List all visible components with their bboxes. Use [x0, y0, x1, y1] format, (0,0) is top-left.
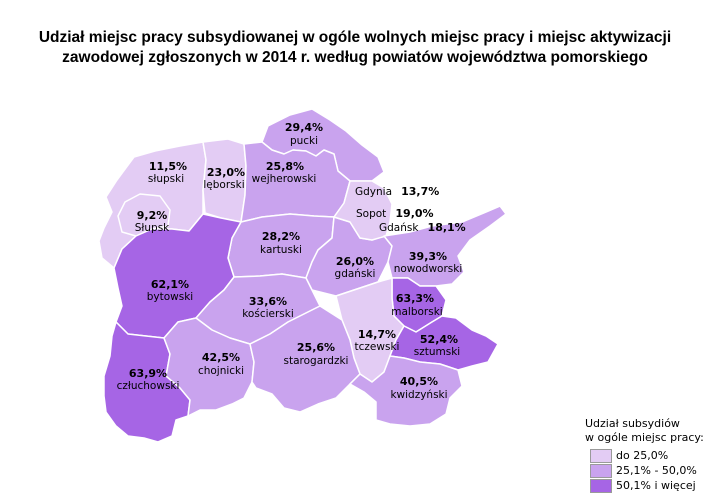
city-labels: Gdynia 13,7% Sopot 19,0% Gdańsk 18,1% [355, 180, 466, 235]
value-slupski: 11,5% [149, 160, 187, 173]
city-sopot-value: 19,0% [395, 207, 433, 220]
legend-label-low: do 25,0% [616, 448, 669, 462]
value-tczewski: 14,7% [358, 328, 396, 341]
city-gdansk-name: Gdańsk [379, 222, 419, 234]
region-chojnicki [163, 317, 255, 417]
city-gdynia-name: Gdynia [355, 186, 392, 198]
region-kwidzynski [349, 355, 463, 427]
legend-label-mid: 25,1% - 50,0% [616, 463, 697, 477]
value-chojnicki: 42,5% [202, 351, 240, 364]
value-nowodworski: 39,3% [409, 250, 447, 263]
city-gdynia-value: 13,7% [401, 185, 439, 198]
name-malborski: malborski [391, 306, 442, 318]
name-slupski: słupski [148, 173, 184, 185]
legend: Udział subsydiów w ogóle miejsc pracy: d… [585, 417, 704, 493]
name-pucki: pucki [290, 135, 318, 147]
name-sztumski: sztumski [414, 346, 460, 358]
legend-title-line-1: Udział subsydiów [585, 417, 680, 430]
name-leborski: lęborski [203, 179, 244, 191]
name-tczewski: tczewski [355, 341, 400, 353]
region-slupsk [117, 193, 171, 237]
name-koscierski: kościerski [242, 308, 294, 320]
name-kwidzynski: kwidzyński [390, 389, 447, 401]
name-kartuski: kartuski [260, 244, 302, 256]
value-kwidzynski: 40,5% [400, 375, 438, 388]
value-bytowski: 62,1% [151, 278, 189, 291]
name-nowodworski: nowodworski [394, 263, 463, 275]
legend-item-high: 50,1% i więcej [585, 478, 704, 493]
legend-swatch-low [590, 448, 612, 463]
name-czluchowski: człuchowski [117, 380, 180, 392]
value-sztumski: 52,4% [420, 333, 458, 346]
value-slupsk: 9,2% [137, 209, 168, 222]
region-labels: 29,4% pucki 11,5% słupski 23,0% lęborski… [117, 121, 463, 401]
legend-title-line-2: w ogóle miejsc pracy: [585, 431, 704, 444]
city-gdansk: Gdańsk 18,1% [379, 216, 466, 235]
city-sopot-name: Sopot [356, 208, 386, 220]
map-title-line-2: zawodowej zgłoszonych w 2014 r. według p… [62, 49, 648, 66]
name-slupsk: Słupsk [135, 222, 170, 234]
city-gdansk-value: 18,1% [428, 221, 466, 234]
value-gdanski: 26,0% [336, 255, 374, 268]
legend-swatch-high [590, 478, 612, 493]
name-starogardzki: starogardzki [284, 355, 349, 367]
name-chojnicki: chojnicki [198, 365, 244, 377]
map-title-line-1: Udział miejsc pracy subsydiowanej w ogól… [38, 29, 672, 46]
value-czluchowski: 63,9% [129, 367, 167, 380]
legend-label-high: 50,1% i więcej [616, 478, 696, 492]
map-title: Udział miejsc pracy subsydiowanej w ogól… [0, 28, 710, 68]
region-trojmiasto [333, 180, 393, 241]
name-bytowski: bytowski [147, 291, 193, 303]
value-wejherowski: 25,8% [266, 160, 304, 173]
value-starogardzki: 25,6% [297, 341, 335, 354]
legend-item-mid: 25,1% - 50,0% [585, 463, 704, 478]
name-wejherowski: wejherowski [252, 173, 317, 185]
value-leborski: 23,0% [207, 166, 245, 179]
name-gdanski: gdański [335, 268, 376, 280]
value-kartuski: 28,2% [262, 230, 300, 243]
value-malborski: 63,3% [396, 292, 434, 305]
legend-swatch-mid [590, 463, 612, 478]
value-pucki: 29,4% [285, 121, 323, 134]
city-gdynia: Gdynia 13,7% [355, 180, 439, 199]
city-sopot: Sopot 19,0% [356, 202, 434, 221]
legend-item-low: do 25,0% [585, 448, 704, 463]
value-koscierski: 33,6% [249, 295, 287, 308]
